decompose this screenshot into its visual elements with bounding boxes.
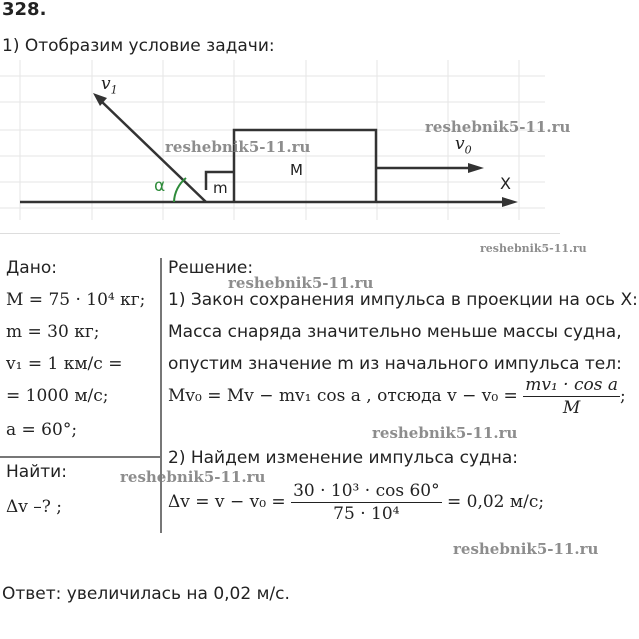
solution-text1: Масса снаряда значительно меньше массы с… xyxy=(168,322,622,342)
given-heading: Дано: xyxy=(6,258,57,278)
problem-number: 328. xyxy=(2,0,47,20)
M-label: M xyxy=(290,161,303,179)
ship-box xyxy=(232,128,378,202)
solution-step2: 2) Найдем изменение импульса судна: xyxy=(168,448,519,468)
divider-top xyxy=(0,233,560,234)
find-value: Δv –? ; xyxy=(6,497,63,517)
equation-2-result: = 0,02 м/с; xyxy=(447,492,545,512)
alpha-label: α xyxy=(154,176,166,196)
angle-arc xyxy=(173,177,187,203)
watermark: reshebnik5-11.ru xyxy=(425,118,571,136)
equation-2: Δv = v − v₀ = 30 · 10³ · cos 60° 75 · 10⁴… xyxy=(168,480,544,525)
solution-text2: опустим значение m из начального импульс… xyxy=(168,354,622,374)
watermark: reshebnik5-11.ru xyxy=(453,540,599,558)
equation-1-left: Mv₀ = Mv − mv₁ cos a , отсюда v − v₀ = xyxy=(168,386,518,406)
v1-vector xyxy=(99,99,207,203)
given-line: = 1000 м/с; xyxy=(6,386,109,406)
diagram xyxy=(0,60,545,220)
grid xyxy=(0,60,545,220)
equation-1: Mv₀ = Mv − mv₁ cos a , отсюда v − v₀ = m… xyxy=(168,375,626,418)
v1-arrowhead xyxy=(93,93,107,106)
solution-heading: Решение: xyxy=(168,258,254,278)
step-heading: 1) Отобразим условие задачи: xyxy=(2,36,275,56)
watermark: reshebnik5-11.ru xyxy=(165,138,311,156)
axis-label: X xyxy=(500,174,511,193)
m-label: m xyxy=(213,179,228,197)
watermark: reshebnik5-11.ru xyxy=(228,274,374,292)
answer: Ответ: увеличилась на 0,02 м/с. xyxy=(2,584,290,604)
watermark: reshebnik5-11.ru xyxy=(372,424,518,442)
solution-step1: 1) Закон сохранения импульса в проекции … xyxy=(168,290,638,310)
watermark: reshebnik5-11.ru xyxy=(120,468,266,486)
column-divider xyxy=(160,258,162,533)
x-axis-arrowhead xyxy=(502,197,518,207)
equation-2-left: Δv = v − v₀ = xyxy=(168,492,286,512)
given-line: m = 30 кг; xyxy=(6,322,100,342)
given-line: a = 60°; xyxy=(6,420,78,440)
v0-arrowhead xyxy=(468,163,484,173)
watermark: reshebnik5-11.ru xyxy=(480,242,587,255)
given-divider xyxy=(0,456,160,458)
find-heading: Найти: xyxy=(6,462,67,482)
projectile-box xyxy=(204,170,234,190)
given-line: v₁ = 1 км/с = xyxy=(6,354,123,374)
given-line: M = 75 · 10⁴ кг; xyxy=(6,290,146,310)
equation-2-fraction: 30 · 10³ · cos 60° 75 · 10⁴ xyxy=(291,481,442,524)
v0-label: v0 xyxy=(455,134,472,157)
v1-label: v1 xyxy=(101,74,118,97)
